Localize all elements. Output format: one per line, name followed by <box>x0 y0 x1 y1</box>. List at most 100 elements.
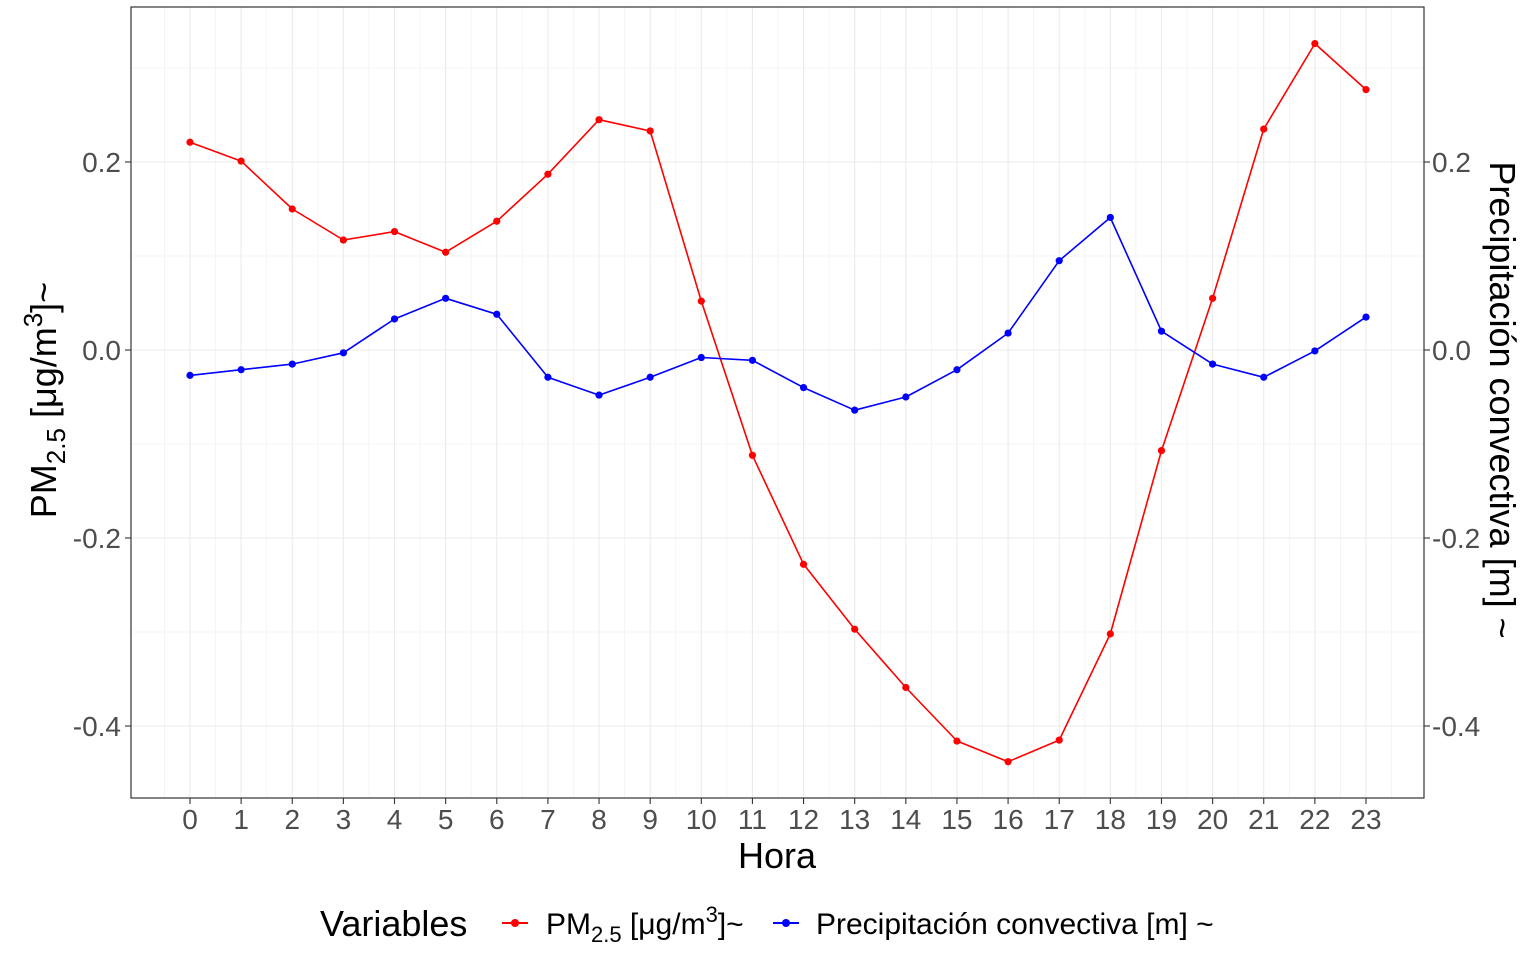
x-tick-label: 4 <box>387 804 403 835</box>
series-1-point <box>339 349 347 357</box>
y-left-tick-label: 0.2 <box>82 147 121 178</box>
x-tick-label: 23 <box>1350 804 1381 835</box>
series-1-point <box>288 360 296 368</box>
y-axis-left: 0.2 0.0 -0.2 -0.4 <box>73 147 131 742</box>
y-left-tick-label: -0.4 <box>73 711 121 742</box>
x-tick-label: 2 <box>284 804 300 835</box>
series-0-point <box>799 560 808 568</box>
legend-key-pm25 <box>502 919 528 927</box>
x-tick-label: 6 <box>489 804 505 835</box>
y-axis-left-title-sub: 2.5 <box>41 428 71 464</box>
x-tick-label: 21 <box>1248 804 1279 835</box>
series-0-point <box>544 170 552 178</box>
legend-label-pm25-pre: [μg/m <box>622 908 706 941</box>
x-tick-label: 19 <box>1146 804 1177 835</box>
y-axis-left-title-sup: 3 <box>18 313 48 327</box>
series-0-point <box>339 236 347 244</box>
series-1-point <box>1106 213 1114 222</box>
x-tick-label: 14 <box>890 804 921 835</box>
series-line-1 <box>189 216 1367 412</box>
series-1-point <box>595 391 603 399</box>
series-1-point <box>799 384 808 392</box>
series-1-point <box>390 315 399 323</box>
x-tick-label: 15 <box>941 804 972 835</box>
x-tick-label: 0 <box>182 804 198 835</box>
legend-key-precip <box>773 919 799 927</box>
y-right-tick-label: -0.2 <box>1432 523 1480 554</box>
series-0-point <box>1055 736 1063 744</box>
series-line-0 <box>189 42 1367 763</box>
series-1-point <box>1055 257 1063 265</box>
series-0-point <box>288 205 296 213</box>
y-axis-left-title-post: ]~ <box>23 282 64 313</box>
series-0-point <box>851 625 859 633</box>
series-1-point <box>1362 313 1370 321</box>
grid-major-x <box>189 7 1367 798</box>
x-tick-label: 7 <box>540 804 556 835</box>
x-tick-label: 11 <box>738 804 767 835</box>
legend-label-pm25-sub: 2.5 <box>591 922 622 947</box>
series-1-point <box>1157 327 1166 335</box>
legend-title: Variables <box>320 903 467 944</box>
series-1-point <box>1004 329 1012 337</box>
y-left-tick-label: 0.0 <box>82 335 121 366</box>
x-tick-label: 5 <box>438 804 454 835</box>
legend-label-pm25: PM2.5 [μg/m3]~ <box>546 902 744 947</box>
y-right-tick-label: -0.4 <box>1432 711 1480 742</box>
series-0-point <box>1209 294 1217 302</box>
legend-label-pm25-sup: 3 <box>706 902 718 927</box>
series-0-point <box>493 217 501 225</box>
y-axis-left-title-pre: [μg/m <box>23 327 64 428</box>
series-1-point <box>902 393 910 401</box>
x-tick-label: 20 <box>1197 804 1228 835</box>
series-0-point <box>1157 446 1166 455</box>
grid-minor-y <box>131 67 1424 633</box>
series-0-point <box>1106 630 1114 638</box>
grid-minor-x <box>164 7 1392 798</box>
x-tick-label: 3 <box>336 804 352 835</box>
x-tick-label: 22 <box>1299 804 1330 835</box>
x-tick-label: 13 <box>839 804 870 835</box>
legend-label-pm25-post: ]~ <box>718 908 744 941</box>
y-right-tick-label: 0.2 <box>1432 147 1471 178</box>
legend-label-precip: Precipitación convectiva [m] ~ <box>816 908 1214 941</box>
series-0-point <box>953 737 961 745</box>
series-1-point <box>186 371 194 379</box>
series-1-point <box>1311 347 1319 355</box>
y-left-tick-label: -0.2 <box>73 523 121 554</box>
series-1-point <box>442 294 450 302</box>
series-1-point <box>953 366 961 374</box>
y-axis-right-title: Precipitación convectiva [m] ~ <box>1482 161 1523 638</box>
y-axis-right: 0.2 0.0 -0.2 -0.4 <box>1424 147 1480 742</box>
series-0-point <box>1362 86 1370 94</box>
series-1-point <box>544 373 552 381</box>
y-axis-left-title-base: PM <box>23 464 64 518</box>
series-1-point <box>748 356 757 364</box>
series-1-point <box>646 373 654 381</box>
x-axis: 0 1 2 3 4 5 6 7 8 9 10 11 12 13 14 15 16 17 18 19 20 21 22 23 <box>182 798 1382 835</box>
y-right-tick-label: 0.0 <box>1432 335 1471 366</box>
series-1-point <box>851 406 859 414</box>
series-1-point <box>493 310 501 318</box>
series-lines <box>189 42 1367 763</box>
legend-key-pm25-point <box>511 919 519 927</box>
x-tick-label: 12 <box>788 804 819 835</box>
series-0-point <box>1311 39 1319 48</box>
x-tick-label: 17 <box>1044 804 1075 835</box>
panel-border <box>130 6 1425 799</box>
legend-key-precip-point <box>782 919 790 927</box>
series-0-point <box>186 138 194 146</box>
series-0-point <box>697 297 705 305</box>
series-0-point <box>1004 758 1012 766</box>
series-0-point <box>902 683 910 692</box>
x-tick-label: 18 <box>1095 804 1126 835</box>
series-0-point <box>1260 125 1268 133</box>
x-tick-label: 16 <box>993 804 1024 835</box>
series-0-point <box>390 227 399 236</box>
series-1-point <box>1260 373 1268 381</box>
series-1-point <box>697 353 705 362</box>
x-axis-title: Hora <box>738 835 817 876</box>
series-points <box>186 39 1370 766</box>
x-tick-label: 1 <box>233 804 249 835</box>
